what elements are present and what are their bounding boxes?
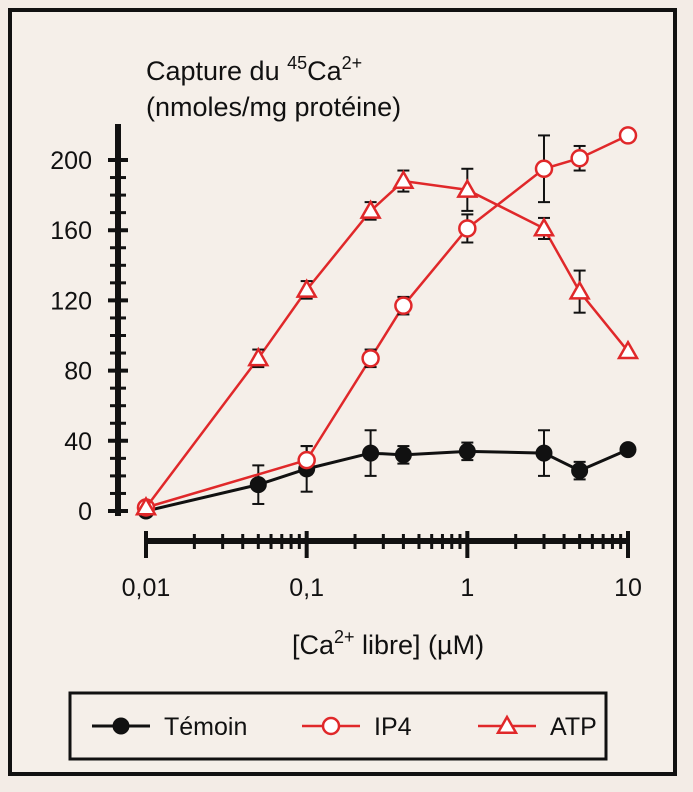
data-point xyxy=(534,159,554,179)
data-point xyxy=(619,441,637,459)
data-point xyxy=(532,216,556,237)
data-point xyxy=(394,296,413,315)
data-point xyxy=(359,199,382,219)
data-point xyxy=(571,462,589,480)
legend-label: IP4 xyxy=(374,713,412,741)
legend: Témoin IP4 ATP xyxy=(92,713,597,741)
data-point xyxy=(134,495,158,516)
chart-title-line1: Capture du 45Ca2+ xyxy=(146,53,362,86)
data-point xyxy=(362,444,380,462)
data-point xyxy=(535,444,553,462)
x-tick-label: 0,01 xyxy=(122,574,171,602)
series-layer xyxy=(134,126,640,520)
y-tick-label: 40 xyxy=(64,428,92,456)
data-point xyxy=(456,178,479,198)
legend-label: ATP xyxy=(550,713,597,741)
data-point xyxy=(618,126,638,145)
data-point xyxy=(458,442,476,460)
x-ticks: 0,01 0,1 1 10 xyxy=(122,531,642,602)
data-point xyxy=(247,346,270,367)
legend-label: Témoin xyxy=(164,713,247,741)
data-point xyxy=(295,278,318,298)
data-point xyxy=(392,169,415,190)
y-tick-label: 80 xyxy=(64,358,92,386)
legend-marker xyxy=(321,716,341,736)
data-point xyxy=(568,280,591,300)
data-point xyxy=(570,148,589,168)
y-tick-label: 160 xyxy=(50,217,92,245)
y-ticks: 0 40 80 120 160 200 xyxy=(50,147,128,526)
data-point xyxy=(249,476,267,494)
data-point xyxy=(616,339,640,360)
y-tick-label: 120 xyxy=(50,287,92,315)
legend-box xyxy=(68,691,608,761)
legend-marker xyxy=(495,714,519,734)
legend-item-t-moin: Témoin xyxy=(92,713,247,741)
data-point xyxy=(458,219,477,238)
series-line xyxy=(145,448,629,513)
x-tick-label: 0,1 xyxy=(289,574,324,602)
chart-title-line2: (nmoles/mg protéine) xyxy=(146,92,401,122)
y-tick-label: 200 xyxy=(50,147,92,175)
x-tick-label: 1 xyxy=(460,574,474,602)
series-line xyxy=(145,134,629,509)
legend-marker xyxy=(112,717,130,735)
y-tick-label: 0 xyxy=(78,498,92,526)
data-point xyxy=(394,446,412,464)
x-axis-label: [Ca2+ libre] (µM) xyxy=(292,627,484,660)
series-ip4 xyxy=(136,126,638,517)
series-t-moin xyxy=(137,429,637,520)
legend-item-atp: ATP xyxy=(478,713,597,741)
x-tick-label: 10 xyxy=(614,574,642,602)
data-point xyxy=(361,349,380,368)
data-point xyxy=(297,450,316,470)
series-atp xyxy=(134,167,640,516)
legend-item-ip4: IP4 xyxy=(302,713,412,741)
